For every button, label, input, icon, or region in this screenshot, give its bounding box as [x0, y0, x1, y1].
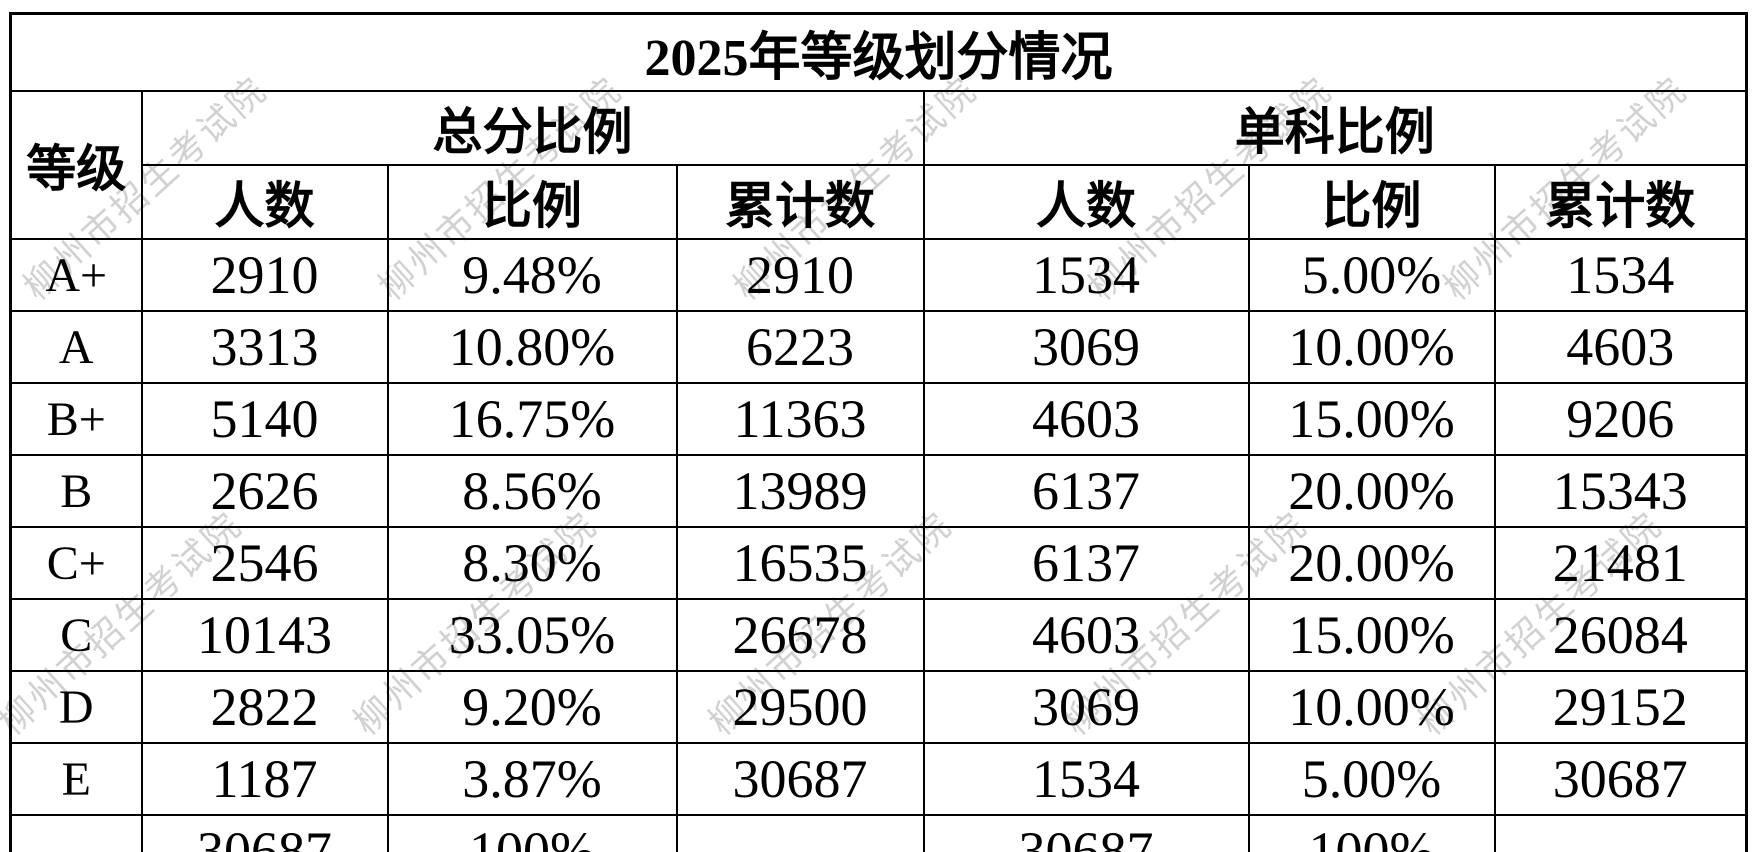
col-header-subject-count: 人数 — [922, 164, 1250, 240]
value-cell: 1534 — [922, 742, 1250, 816]
value-cell: 9.48% — [386, 238, 678, 312]
value-cell: 5.00% — [1247, 742, 1496, 816]
value-cell: 20.00% — [1247, 454, 1496, 528]
value-cell: 4603 — [922, 598, 1250, 672]
grade-cell: A+ — [9, 238, 143, 312]
value-cell: 16.75% — [386, 382, 678, 456]
value-cell: 15343 — [1493, 454, 1748, 528]
grade-cell: C+ — [9, 526, 143, 600]
value-cell: 10.80% — [386, 310, 678, 384]
col-header-total-count: 人数 — [140, 164, 389, 240]
value-cell: 2546 — [140, 526, 389, 600]
value-cell: 15.00% — [1247, 382, 1496, 456]
value-cell: 26084 — [1493, 598, 1748, 672]
value-cell: 11363 — [675, 382, 925, 456]
group-header-total-score: 总分比例 — [140, 90, 925, 166]
grade-cell-empty — [9, 814, 143, 852]
table-row: E 1187 3.87% 30687 1534 5.00% 30687 — [9, 742, 1748, 816]
value-cell: 1534 — [1493, 238, 1748, 312]
value-cell: 29152 — [1493, 670, 1748, 744]
value-cell: 2910 — [140, 238, 389, 312]
table-row: B+ 5140 16.75% 11363 4603 15.00% 9206 — [9, 382, 1748, 456]
value-cell: 30687 — [1493, 742, 1748, 816]
total-ratio-cell: 100% — [386, 814, 678, 852]
value-cell: 13989 — [675, 454, 925, 528]
value-cell: 2910 — [675, 238, 925, 312]
value-cell: 9.20% — [386, 670, 678, 744]
value-cell: 10.00% — [1247, 670, 1496, 744]
col-header-subject-cumulative: 累计数 — [1493, 164, 1748, 240]
grade-cell: C — [9, 598, 143, 672]
value-cell: 5140 — [140, 382, 389, 456]
group-header-single-subject: 单科比例 — [922, 90, 1748, 166]
grade-cell: E — [9, 742, 143, 816]
value-cell: 20.00% — [1247, 526, 1496, 600]
value-cell: 33.05% — [386, 598, 678, 672]
value-cell: 3.87% — [386, 742, 678, 816]
total-count-cell: 30687 — [922, 814, 1250, 852]
value-cell: 3069 — [922, 310, 1250, 384]
page-title: 2025年等级划分情况 — [9, 12, 1748, 92]
grade-cell: D — [9, 670, 143, 744]
value-cell: 30687 — [675, 742, 925, 816]
value-cell: 26678 — [675, 598, 925, 672]
value-cell: 16535 — [675, 526, 925, 600]
value-cell: 6223 — [675, 310, 925, 384]
col-header-total-cumulative: 累计数 — [675, 164, 925, 240]
total-cumulative-cell-empty — [1493, 814, 1748, 852]
grade-column-header: 等级 — [9, 90, 143, 240]
value-cell: 1534 — [922, 238, 1250, 312]
grade-cell: A — [9, 310, 143, 384]
value-cell: 6137 — [922, 454, 1250, 528]
value-cell: 9206 — [1493, 382, 1748, 456]
value-cell: 8.56% — [386, 454, 678, 528]
total-ratio-cell: 100% — [1247, 814, 1496, 852]
table-row: D 2822 9.20% 29500 3069 10.00% 29152 — [9, 670, 1748, 744]
value-cell: 2822 — [140, 670, 389, 744]
total-cumulative-cell-empty — [675, 814, 925, 852]
col-header-subject-ratio: 比例 — [1247, 164, 1496, 240]
value-cell: 3313 — [140, 310, 389, 384]
grade-division-table: 2025年等级划分情况 等级 总分比例 单科比例 人数 比例 累计数 人数 比例… — [9, 12, 1749, 852]
value-cell: 3069 — [922, 670, 1250, 744]
value-cell: 6137 — [922, 526, 1250, 600]
value-cell: 29500 — [675, 670, 925, 744]
value-cell: 4603 — [1493, 310, 1748, 384]
value-cell: 21481 — [1493, 526, 1748, 600]
table-row: C+ 2546 8.30% 16535 6137 20.00% 21481 — [9, 526, 1748, 600]
table-total-row: 30687 100% 30687 100% — [9, 814, 1748, 852]
table-row: B 2626 8.56% 13989 6137 20.00% 15343 — [9, 454, 1748, 528]
value-cell: 8.30% — [386, 526, 678, 600]
total-count-cell: 30687 — [140, 814, 389, 852]
grade-cell: B+ — [9, 382, 143, 456]
value-cell: 2626 — [140, 454, 389, 528]
value-cell: 5.00% — [1247, 238, 1496, 312]
value-cell: 15.00% — [1247, 598, 1496, 672]
table-row: A 3313 10.80% 6223 3069 10.00% 4603 — [9, 310, 1748, 384]
value-cell: 1187 — [140, 742, 389, 816]
table-row: C 10143 33.05% 26678 4603 15.00% 26084 — [9, 598, 1748, 672]
value-cell: 10143 — [140, 598, 389, 672]
grade-cell: B — [9, 454, 143, 528]
col-header-total-ratio: 比例 — [386, 164, 678, 240]
value-cell: 10.00% — [1247, 310, 1496, 384]
value-cell: 4603 — [922, 382, 1250, 456]
table-row: A+ 2910 9.48% 2910 1534 5.00% 1534 — [9, 238, 1748, 312]
